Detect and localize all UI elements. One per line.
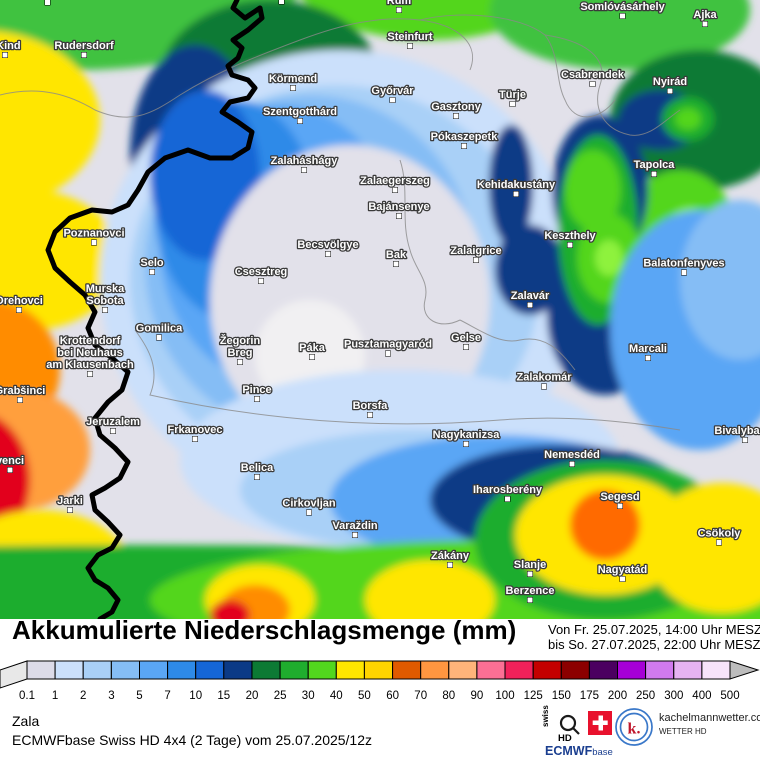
svg-text:Kehidakustány: Kehidakustány [477, 179, 556, 191]
svg-text:125: 125 [524, 690, 543, 702]
svg-text:Marcali: Marcali [629, 343, 667, 355]
svg-text:80: 80 [442, 690, 455, 702]
svg-text:Orehovci: Orehovci [0, 295, 43, 307]
svg-text:Poznanovci: Poznanovci [63, 228, 124, 240]
svg-text:7: 7 [164, 690, 170, 702]
svg-text:Sobota: Sobota [86, 295, 124, 307]
svg-text:0.1: 0.1 [19, 690, 35, 702]
svg-text:Győrvár: Győrvár [371, 85, 414, 97]
svg-text:Csökoly: Csökoly [698, 528, 742, 540]
svg-text:150: 150 [552, 690, 571, 702]
svg-text:30: 30 [302, 690, 315, 702]
svg-text:Bivalybaszr: Bivalybaszr [714, 425, 760, 437]
svg-text:Von Fr. 25.07.2025, 14:00 Uhr: Von Fr. 25.07.2025, 14:00 Uhr MESZ [548, 622, 760, 637]
svg-text:10: 10 [189, 690, 202, 702]
svg-text:Breg: Breg [227, 347, 252, 359]
svg-text:40: 40 [330, 690, 343, 702]
svg-text:1: 1 [52, 690, 58, 702]
svg-text:venci: venci [0, 455, 24, 467]
svg-text:Belica: Belica [241, 462, 274, 474]
svg-text:Csesztreg: Csesztreg [235, 266, 288, 278]
svg-text:Nyirád: Nyirád [653, 76, 687, 88]
svg-text:Becsvölgye: Becsvölgye [297, 239, 358, 251]
svg-text:Zalakomár: Zalakomár [516, 372, 572, 384]
svg-text:Frkanovec: Frkanovec [167, 424, 222, 436]
svg-text:Tapolca: Tapolca [634, 159, 676, 171]
svg-text:Žegorin: Žegorin [220, 334, 261, 347]
svg-text:Nagyatád: Nagyatád [598, 564, 648, 576]
svg-text:Pusztamagyaród: Pusztamagyaród [344, 339, 432, 351]
svg-text:Jarki: Jarki [57, 495, 83, 507]
svg-text:Keszthely: Keszthely [544, 230, 596, 242]
svg-text:Jeruzalem: Jeruzalem [86, 416, 140, 428]
svg-text:20: 20 [246, 690, 259, 702]
svg-text:Zalavár: Zalavár [511, 290, 550, 302]
svg-text:400: 400 [692, 690, 711, 702]
svg-text:200: 200 [608, 690, 627, 702]
svg-text:Csabrendek: Csabrendek [561, 69, 625, 81]
svg-text:k.: k. [628, 721, 641, 738]
svg-text:Körmend: Körmend [269, 73, 317, 85]
svg-text:Grabšinci: Grabšinci [0, 385, 45, 397]
svg-text:Rum: Rum [387, 0, 412, 7]
svg-text:Pince: Pince [242, 384, 271, 396]
svg-text:Rudersdorf: Rudersdorf [54, 40, 114, 52]
svg-text:5: 5 [136, 690, 142, 702]
svg-text:Pókaszepetk: Pókaszepetk [431, 131, 499, 143]
svg-text:60: 60 [386, 690, 399, 702]
svg-text:Krottendorf: Krottendorf [60, 335, 121, 347]
svg-text:Zákány: Zákány [431, 550, 470, 562]
svg-text:15: 15 [217, 690, 230, 702]
svg-text:Ajka: Ajka [693, 9, 717, 21]
svg-text:500: 500 [720, 690, 739, 702]
svg-text:300: 300 [664, 690, 683, 702]
svg-text:Zalaháshágy: Zalaháshágy [271, 155, 339, 167]
svg-text:Segesd: Segesd [600, 491, 639, 503]
svg-text:t Kind: t Kind [0, 40, 21, 52]
svg-text:Selo: Selo [140, 257, 164, 269]
svg-text:Akkumulierte Niederschlagsmeng: Akkumulierte Niederschlagsmenge (mm) [12, 619, 516, 645]
svg-text:ECMWFbase Swiss HD 4x4 (2 Tage: ECMWFbase Swiss HD 4x4 (2 Tage) vom 25.0… [12, 732, 372, 748]
svg-text:Nagykanizsa: Nagykanizsa [433, 429, 501, 441]
svg-text:Türje: Türje [499, 89, 526, 101]
svg-text:Nemesdéd: Nemesdéd [544, 449, 600, 461]
svg-text:50: 50 [358, 690, 371, 702]
svg-text:ECMWFbase: ECMWFbase [545, 744, 613, 758]
svg-text:bis So. 27.07.2025, 22:00 Uhr: bis So. 27.07.2025, 22:00 Uhr MESZ [548, 637, 760, 652]
svg-text:Somlóvásárhely: Somlóvásárhely [580, 1, 665, 13]
svg-text:Gomilica: Gomilica [136, 323, 183, 335]
svg-text:Zalaigrice: Zalaigrice [450, 245, 501, 257]
svg-text:swiss: swiss [541, 705, 550, 727]
svg-text:kachelmannwetter.com: kachelmannwetter.com [659, 712, 760, 724]
svg-text:bei Neuhaus: bei Neuhaus [57, 347, 122, 359]
svg-text:Bajánsenye: Bajánsenye [368, 201, 429, 213]
svg-text:Cirkovljan: Cirkovljan [282, 498, 335, 510]
svg-text:3: 3 [108, 690, 114, 702]
svg-text:Berzence: Berzence [506, 585, 555, 597]
svg-text:100: 100 [495, 690, 514, 702]
svg-text:175: 175 [580, 690, 599, 702]
svg-text:250: 250 [636, 690, 655, 702]
svg-text:90: 90 [471, 690, 484, 702]
svg-text:Murska: Murska [86, 283, 125, 295]
svg-text:Slanje: Slanje [514, 559, 546, 571]
svg-text:HD: HD [558, 733, 572, 744]
svg-text:Páka: Páka [299, 342, 326, 354]
svg-text:Varaždin: Varaždin [332, 520, 378, 532]
svg-text:Borsfa: Borsfa [353, 400, 389, 412]
svg-text:2: 2 [80, 690, 86, 702]
svg-text:70: 70 [414, 690, 427, 702]
svg-text:Zalaegerszeg: Zalaegerszeg [360, 175, 430, 187]
svg-text:Balatonfenyves: Balatonfenyves [643, 258, 724, 270]
svg-text:Zala: Zala [12, 713, 39, 729]
svg-text:Iharosberény: Iharosberény [473, 484, 543, 496]
svg-text:am Klausenbach: am Klausenbach [46, 359, 134, 371]
svg-text:Gasztony: Gasztony [431, 101, 481, 113]
svg-text:Bak: Bak [386, 249, 407, 261]
svg-text:Steinfurt: Steinfurt [387, 31, 433, 43]
svg-text:Szentgotthárd: Szentgotthárd [263, 106, 337, 118]
svg-text:WETTER HD: WETTER HD [659, 727, 707, 736]
svg-text:25: 25 [274, 690, 287, 702]
svg-text:Gelse: Gelse [451, 332, 481, 344]
